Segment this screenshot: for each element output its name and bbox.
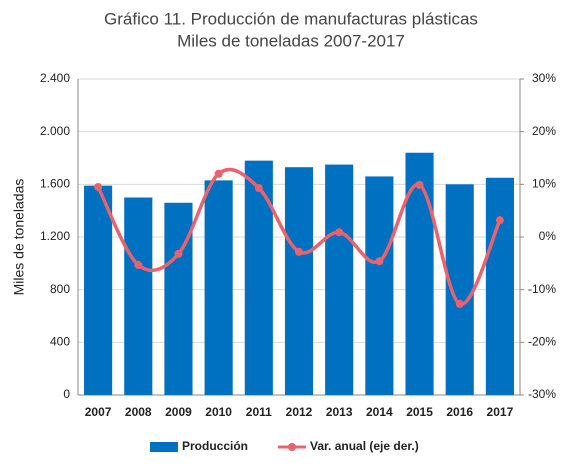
legend-label: Var. anual (eje der.) [310,439,419,453]
chart-subtitle: Miles de toneladas 2007-2017 [177,31,405,50]
line-marker [375,257,384,266]
y2-tick-label: -20% [528,335,556,349]
line-marker [455,299,464,308]
bar [124,197,153,395]
line-marker [214,169,223,178]
y-tick-label: 1.600 [40,177,70,191]
bar [164,202,193,395]
line-marker [295,247,303,256]
line-marker [335,228,344,237]
y-tick-label: 2.400 [40,71,70,85]
bar [365,176,394,395]
y-tick-label: 400 [50,335,70,349]
line-marker [134,260,143,269]
x-tick-label: 2011 [246,405,272,419]
x-tick-label: 2010 [205,405,232,419]
y-tick-label: 0 [63,387,70,401]
x-tick-label: 2008 [125,405,152,419]
line-marker [495,216,504,225]
legend-marker [288,443,297,451]
legend-swatch [150,442,178,452]
chart-title: Gráfico 11. Producción de manufacturas p… [104,9,478,28]
y-tick-label: 2.000 [40,124,70,138]
bar [485,177,514,395]
y2-tick-label: -10% [528,282,556,296]
y-axis-label: Miles de toneladas [11,179,27,296]
x-tick-label: 2013 [326,405,353,419]
y2-tick-label: 0% [539,229,557,243]
line-marker [94,182,103,191]
line [96,167,502,306]
y-tick-label: 800 [50,282,70,296]
y2-tick-label: -30% [528,387,556,401]
x-tick-label: 2015 [406,405,433,419]
x-tick-label: 2016 [446,405,473,419]
legend-label: Producción [182,439,248,453]
x-tick-label: 2009 [165,405,192,419]
x-tick-label: 2012 [286,405,313,419]
x-tick-label: 2017 [487,405,514,419]
y2-tick-label: 10% [532,177,556,191]
x-tick-label: 2007 [85,405,112,419]
y-tick-label: 1.200 [40,229,70,243]
bar [204,180,233,395]
line-marker [254,184,263,193]
bar [84,185,113,395]
y2-tick-label: 20% [532,124,556,138]
x-tick-label: 2014 [366,405,393,419]
line-marker [174,249,183,258]
bar [244,160,273,395]
line-marker [415,180,424,189]
bar [325,164,354,395]
y2-tick-label: 30% [532,71,556,85]
bar [284,167,314,395]
